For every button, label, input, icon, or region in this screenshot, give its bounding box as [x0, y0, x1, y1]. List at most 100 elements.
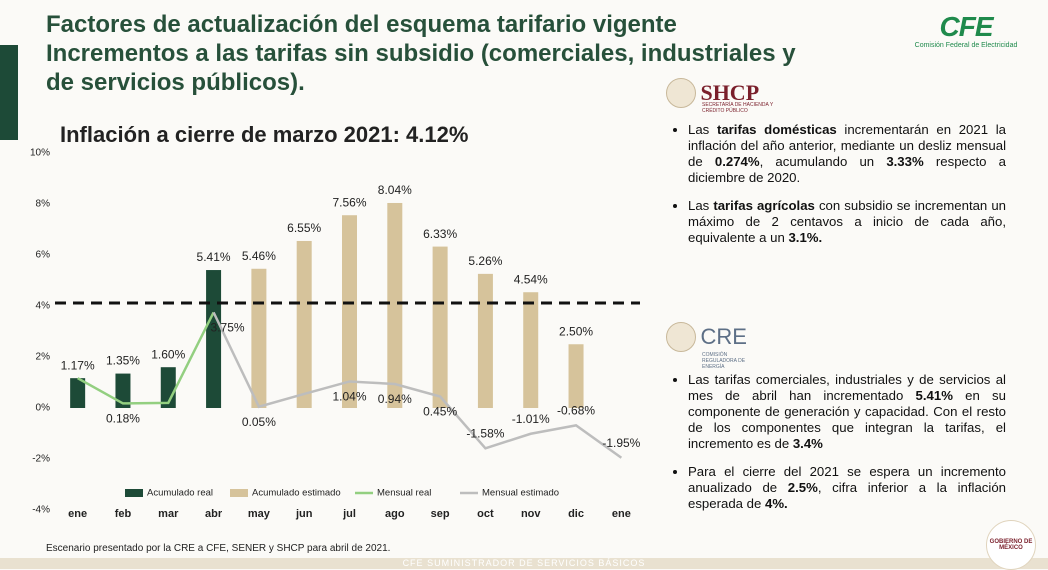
bold-text: 3.33% [886, 154, 924, 169]
y-tick-label: 4% [36, 301, 51, 312]
bar [477, 273, 493, 408]
shcp-logo: SHCP SECRETARÍA DE HACIENDA Y CRÉDITO PÚ… [666, 78, 792, 114]
x-tick-label: ene [68, 508, 87, 520]
x-tick-label: dic [568, 508, 584, 520]
value-label: 7.56% [332, 195, 366, 209]
text: , cifra inferior a la inflación esperada… [688, 480, 1006, 511]
footer: CFE SUMINISTRADOR DE SERVICIOS BÁSICOS [0, 558, 1048, 569]
text: Las [688, 122, 717, 137]
value-label: 0.94% [378, 392, 412, 406]
y-tick-label: -2% [32, 454, 50, 465]
bar [523, 292, 539, 408]
bullet: Para el cierre del 2021 se espera un inc… [688, 464, 1006, 512]
value-label: 4.54% [514, 272, 548, 286]
bullet: Las tarifas domésticas incrementarán en … [688, 122, 1006, 186]
value-label: 8.04% [378, 183, 412, 197]
bullet-list: Las tarifas comerciales, industriales y … [666, 372, 1006, 524]
x-tick-label: feb [115, 508, 132, 520]
logo-subtext: COMISIÓN REGULADORA DE ENERGÍA [702, 352, 746, 370]
chart-title: Inflación a cierre de marzo 2021: 4.12% [60, 122, 468, 147]
cfe-logo: CFE Comisión Federal de Electricidad [906, 11, 1026, 50]
bar [70, 378, 86, 408]
logo-subtext: Comisión Federal de Electricidad [914, 42, 1018, 49]
bold-text: 4%. [765, 496, 788, 511]
x-tick-label: jun [295, 508, 313, 520]
value-label: 2.50% [559, 324, 593, 338]
value-label: 1.60% [151, 347, 185, 361]
x-tick-label: abr [205, 508, 223, 520]
value-label: -0.68% [557, 404, 595, 418]
value-label: -1.95% [602, 436, 640, 450]
line [212, 311, 623, 459]
value-label: 5.26% [468, 254, 502, 268]
y-tick-label: 0% [36, 403, 51, 414]
y-tick-label: 8% [36, 199, 51, 210]
bold-text: 5.41% [915, 388, 953, 403]
bar [387, 202, 403, 408]
value-label: 0.45% [423, 405, 457, 419]
value-label: 1.35% [106, 354, 140, 368]
cre-logo: CRE COMISIÓN REGULADORA DE ENERGÍA [666, 322, 762, 370]
bullet-list: Las tarifas domésticas incrementarán en … [666, 122, 1006, 258]
gobierno-logo: GOBIERNO DE MÉXICO [986, 520, 1036, 570]
value-label: 6.33% [423, 227, 457, 241]
text: en su componente de generación y capacid… [688, 388, 1006, 451]
x-tick-label: ene [612, 508, 631, 520]
value-label: -1.01% [512, 412, 550, 426]
x-tick-label: jul [342, 508, 356, 520]
logo-text: CFE [939, 11, 994, 42]
bar [342, 215, 357, 408]
legend-label: Mensual real [377, 488, 431, 499]
chart: Inflación a cierre de marzo 2021: 4.12% … [30, 122, 641, 520]
value-label: 0.18% [106, 412, 140, 426]
text: Para el cierre del 2021 se espera un inc… [688, 464, 1006, 495]
side-bar [0, 45, 18, 140]
footnote: Escenario presentado por la CRE a CFE, S… [46, 543, 391, 554]
x-tick-label: nov [521, 508, 541, 520]
legend-swatch [125, 489, 143, 497]
x-tick-label: oct [477, 508, 494, 520]
bold-text: 2.5% [787, 480, 818, 495]
bold-text: 3.4% [792, 436, 823, 451]
value-label: 6.55% [287, 221, 321, 235]
text: Las tarifas comerciales, industriales y … [688, 372, 1006, 403]
bar [206, 270, 222, 408]
header-line: de servicios públicos). [46, 69, 305, 96]
x-tick-label: mar [158, 508, 179, 520]
text: incrementarán en 2021 la inflación del a… [688, 122, 1006, 169]
line [77, 311, 215, 405]
text: Las [688, 198, 714, 213]
bullet: Las tarifas agrícolas con subsidio se in… [688, 198, 1006, 246]
legend-label: Mensual estimado [482, 488, 559, 499]
legend-label: Acumulado real [147, 488, 213, 499]
bold-text: tarifas domésticas [716, 122, 837, 137]
legend-swatch [230, 489, 248, 497]
y-tick-label: -4% [32, 505, 50, 516]
value-label: 3.75% [211, 321, 245, 335]
legend-label: Acumulado estimado [252, 488, 341, 499]
header-line: Incrementos a las tarifas sin subsidio (… [46, 40, 796, 67]
value-label: -1.58% [466, 426, 504, 440]
text: , acumulando un [759, 154, 887, 169]
bar [296, 240, 312, 408]
value-label: 1.17% [61, 358, 95, 372]
bar [432, 246, 448, 408]
bar [251, 268, 267, 408]
value-label: 5.41% [197, 250, 231, 264]
text: con subsidio se incrementan un máximo de… [688, 198, 1006, 245]
emblem [666, 322, 696, 352]
logo-subtext: SECRETARÍA DE HACIENDA Y CRÉDITO PÚBLICO [702, 102, 774, 114]
header: Factores de actualización del esquema ta… [46, 10, 866, 97]
bar [115, 373, 131, 408]
bar [568, 344, 584, 408]
logo-text: CRE [700, 324, 747, 349]
bullet: Las tarifas comerciales, industriales y … [688, 372, 1006, 452]
header-line: Factores de actualización del esquema ta… [46, 11, 677, 38]
emblem [666, 78, 696, 108]
bold-text: tarifas agrícolas [713, 198, 815, 213]
y-tick-label: 6% [36, 250, 51, 261]
bold-text: 3.1%. [788, 230, 823, 245]
value-label: 5.46% [242, 249, 276, 263]
logo-text: SHCP [700, 80, 760, 105]
bold-text: 0.274% [714, 154, 760, 169]
